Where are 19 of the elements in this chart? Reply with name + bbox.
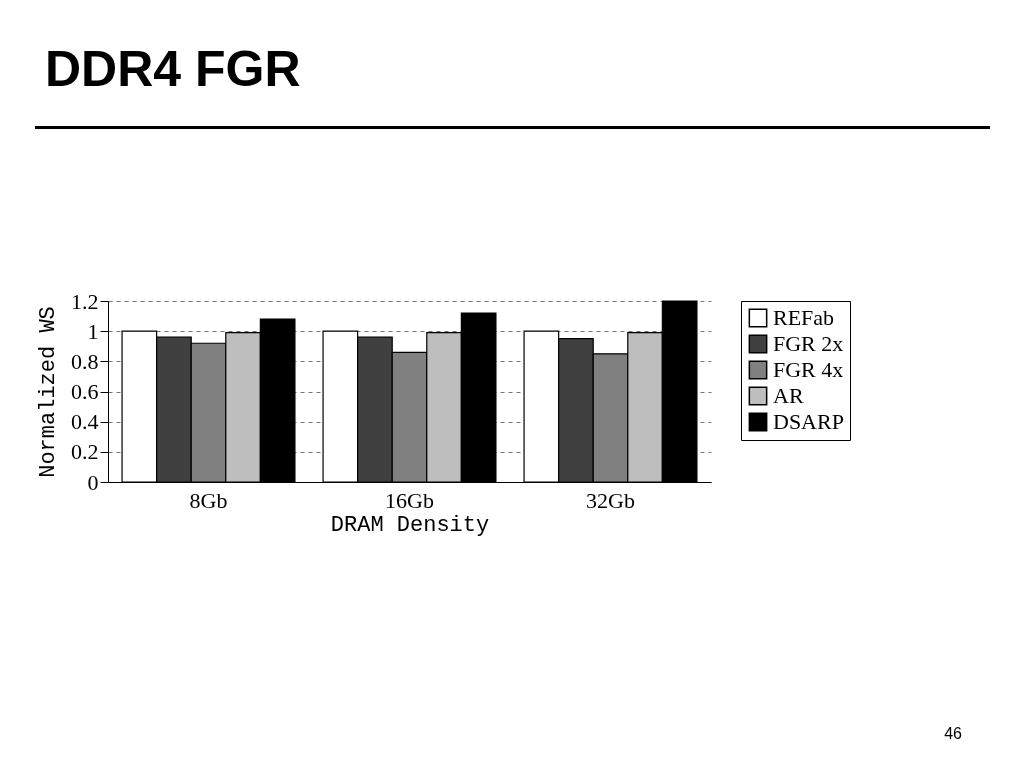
legend-label: AR: [773, 383, 804, 408]
text: 46: [944, 725, 962, 743]
y-tick-label: 1: [87, 318, 99, 344]
y-axis-title: Normalized WS: [36, 306, 61, 478]
legend-label: FGR 4x: [773, 357, 844, 382]
x-tick-label: 8Gb: [189, 487, 228, 513]
chart-title: DDR4 FGR: [45, 40, 301, 98]
y-tick-label: 0: [87, 469, 99, 495]
legend-label: DSARP: [773, 409, 844, 434]
x-axis-title: DRAM Density: [330, 512, 490, 538]
y-tick-label: 0.4: [71, 409, 99, 435]
y-tick-label: 0.2: [71, 439, 99, 465]
x-tick-label: 16Gb: [385, 487, 434, 513]
legend-label: FGR 2x: [773, 331, 844, 356]
legend-label: REFab: [773, 305, 835, 330]
x-tick-label: 32Gb: [586, 487, 635, 513]
y-tick-label: 0.8: [71, 348, 99, 374]
y-tick-label: 1.2: [71, 288, 99, 314]
y-tick-label: 0.6: [71, 379, 99, 404]
